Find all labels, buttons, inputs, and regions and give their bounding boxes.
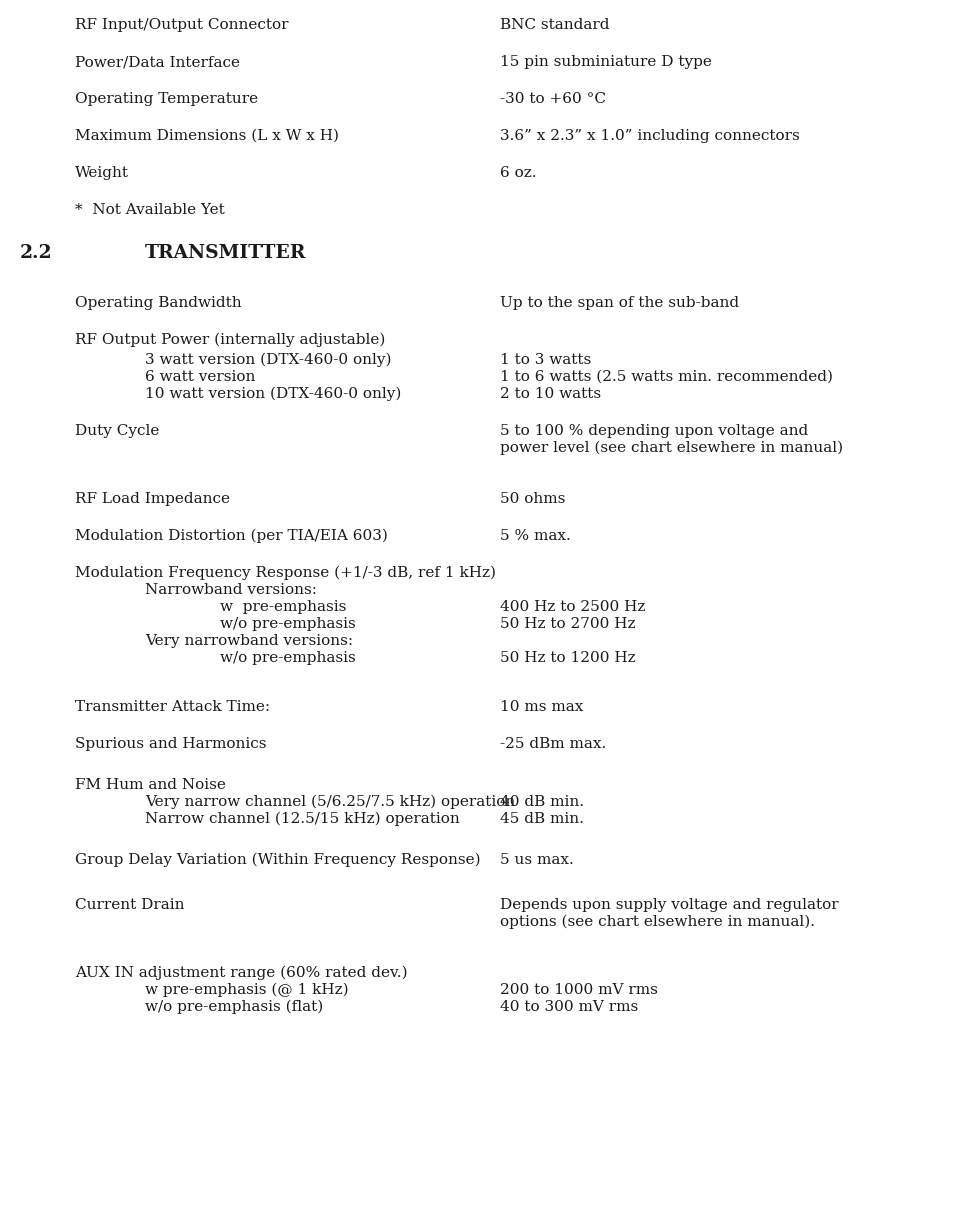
Text: 45 dB min.: 45 dB min.: [500, 812, 584, 826]
Text: 40 dB min.: 40 dB min.: [500, 796, 584, 809]
Text: 5 % max.: 5 % max.: [500, 529, 570, 543]
Text: 3.6” x 2.3” x 1.0” including connectors: 3.6” x 2.3” x 1.0” including connectors: [500, 129, 800, 143]
Text: Current Drain: Current Drain: [75, 898, 184, 912]
Text: options (see chart elsewhere in manual).: options (see chart elsewhere in manual).: [500, 916, 815, 929]
Text: RF Input/Output Connector: RF Input/Output Connector: [75, 18, 289, 32]
Text: 200 to 1000 mV rms: 200 to 1000 mV rms: [500, 983, 658, 998]
Text: 50 ohms: 50 ohms: [500, 492, 565, 506]
Text: RF Load Impedance: RF Load Impedance: [75, 492, 230, 506]
Text: 6 oz.: 6 oz.: [500, 166, 537, 180]
Text: 10 watt version (DTX-460-0 only): 10 watt version (DTX-460-0 only): [145, 387, 401, 401]
Text: Operating Temperature: Operating Temperature: [75, 92, 258, 106]
Text: Operating Bandwidth: Operating Bandwidth: [75, 296, 241, 310]
Text: Up to the span of the sub-band: Up to the span of the sub-band: [500, 296, 739, 310]
Text: 6 watt version: 6 watt version: [145, 370, 256, 384]
Text: Group Delay Variation (Within Frequency Response): Group Delay Variation (Within Frequency …: [75, 853, 481, 868]
Text: -30 to +60 °C: -30 to +60 °C: [500, 92, 606, 106]
Text: w/o pre-emphasis: w/o pre-emphasis: [220, 617, 356, 632]
Text: BNC standard: BNC standard: [500, 18, 610, 32]
Text: Spurious and Harmonics: Spurious and Harmonics: [75, 737, 266, 752]
Text: 50 Hz to 2700 Hz: 50 Hz to 2700 Hz: [500, 617, 636, 632]
Text: FM Hum and Noise: FM Hum and Noise: [75, 778, 226, 792]
Text: 1 to 3 watts: 1 to 3 watts: [500, 353, 592, 367]
Text: w/o pre-emphasis (flat): w/o pre-emphasis (flat): [145, 1000, 323, 1015]
Text: 5 us max.: 5 us max.: [500, 853, 574, 867]
Text: power level (see chart elsewhere in manual): power level (see chart elsewhere in manu…: [500, 441, 843, 455]
Text: Transmitter Attack Time:: Transmitter Attack Time:: [75, 700, 270, 714]
Text: -25 dBm max.: -25 dBm max.: [500, 737, 606, 752]
Text: Very narrow channel (5/6.25/7.5 kHz) operation: Very narrow channel (5/6.25/7.5 kHz) ope…: [145, 796, 515, 809]
Text: 15 pin subminiature D type: 15 pin subminiature D type: [500, 55, 712, 69]
Text: Very narrowband versions:: Very narrowband versions:: [145, 634, 353, 647]
Text: Narrowband versions:: Narrowband versions:: [145, 583, 317, 597]
Text: Narrow channel (12.5/15 kHz) operation: Narrow channel (12.5/15 kHz) operation: [145, 812, 459, 826]
Text: Maximum Dimensions (L x W x H): Maximum Dimensions (L x W x H): [75, 129, 339, 143]
Text: 400 Hz to 2500 Hz: 400 Hz to 2500 Hz: [500, 600, 646, 614]
Text: *  Not Available Yet: * Not Available Yet: [75, 203, 225, 217]
Text: 5 to 100 % depending upon voltage and: 5 to 100 % depending upon voltage and: [500, 424, 809, 438]
Text: TRANSMITTER: TRANSMITTER: [145, 244, 306, 262]
Text: Modulation Frequency Response (+1/-3 dB, ref 1 kHz): Modulation Frequency Response (+1/-3 dB,…: [75, 565, 496, 580]
Text: 50 Hz to 1200 Hz: 50 Hz to 1200 Hz: [500, 651, 636, 665]
Text: w pre-emphasis (@ 1 kHz): w pre-emphasis (@ 1 kHz): [145, 983, 348, 998]
Text: 2.2: 2.2: [20, 244, 52, 262]
Text: 10 ms max: 10 ms max: [500, 700, 584, 714]
Text: 2 to 10 watts: 2 to 10 watts: [500, 387, 601, 401]
Text: AUX IN adjustment range (60% rated dev.): AUX IN adjustment range (60% rated dev.): [75, 966, 407, 980]
Text: Depends upon supply voltage and regulator: Depends upon supply voltage and regulato…: [500, 898, 839, 912]
Text: Weight: Weight: [75, 166, 129, 180]
Text: RF Output Power (internally adjustable): RF Output Power (internally adjustable): [75, 333, 385, 348]
Text: 1 to 6 watts (2.5 watts min. recommended): 1 to 6 watts (2.5 watts min. recommended…: [500, 370, 833, 384]
Text: w/o pre-emphasis: w/o pre-emphasis: [220, 651, 356, 665]
Text: 40 to 300 mV rms: 40 to 300 mV rms: [500, 1000, 638, 1013]
Text: Duty Cycle: Duty Cycle: [75, 424, 159, 438]
Text: Power/Data Interface: Power/Data Interface: [75, 55, 240, 69]
Text: w  pre-emphasis: w pre-emphasis: [220, 600, 346, 614]
Text: Modulation Distortion (per TIA/EIA 603): Modulation Distortion (per TIA/EIA 603): [75, 529, 388, 543]
Text: 3 watt version (DTX-460-0 only): 3 watt version (DTX-460-0 only): [145, 353, 392, 367]
